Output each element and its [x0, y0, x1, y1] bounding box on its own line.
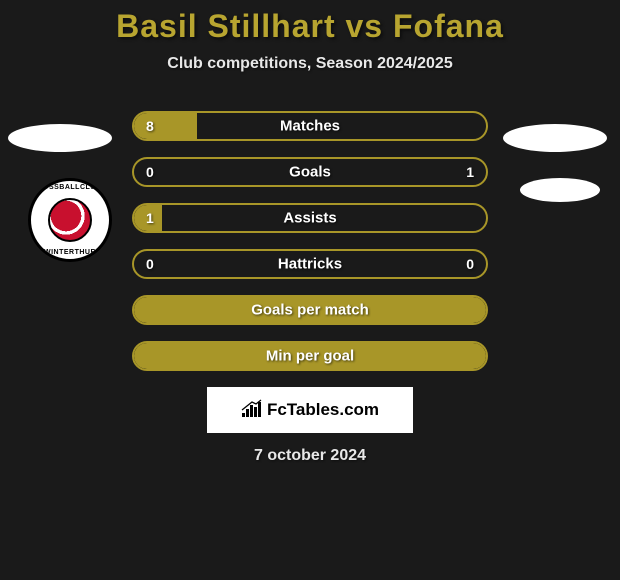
stat-label: Hattricks	[134, 256, 486, 273]
stat-value-left: 8	[146, 118, 154, 134]
club-badge-bottom-text: WINTERTHUR	[31, 249, 109, 256]
stat-row: 0 0Hattricks	[132, 249, 488, 279]
stat-bar-fill-left	[134, 113, 197, 139]
page-subtitle: Club competitions, Season 2024/2025	[0, 55, 620, 73]
watermark: FcTables.com	[207, 387, 413, 433]
player-right-avatar-placeholder	[503, 124, 607, 152]
player-right-club-badge-placeholder	[520, 178, 600, 202]
page-title: Basil Stillhart vs Fofana	[0, 8, 620, 45]
stat-bar-fill	[134, 343, 486, 369]
watermark-text: FcTables.com	[267, 400, 379, 420]
stat-value-left: 1	[146, 210, 154, 226]
club-badge-top-text: FUSSBALLCLUB	[31, 184, 109, 191]
stat-row: Min per goal	[132, 341, 488, 371]
footer-date: 7 october 2024	[0, 447, 620, 465]
stat-value-left: 0	[146, 164, 154, 180]
stat-value-left: 0	[146, 256, 154, 272]
player-left-avatar-placeholder	[8, 124, 112, 152]
club-badge-emblem	[48, 198, 92, 242]
infographic-container: Basil Stillhart vs Fofana Club competiti…	[0, 0, 620, 580]
stat-row: 0 1Goals	[132, 157, 488, 187]
stat-value-right: 0	[466, 256, 474, 272]
watermark-icon	[241, 399, 263, 422]
stat-row: 8Matches	[132, 111, 488, 141]
stat-row: 1Assists	[132, 203, 488, 233]
stat-label: Assists	[134, 210, 486, 227]
stat-label: Goals	[134, 164, 486, 181]
stat-row: Goals per match	[132, 295, 488, 325]
stat-bar-fill	[134, 297, 486, 323]
player-left-club-badge: FUSSBALLCLUB WINTERTHUR	[28, 178, 112, 262]
stats-bars: 8Matches01Goals1Assists00HattricksGoals …	[132, 111, 488, 371]
stat-value-right: 1	[466, 164, 474, 180]
